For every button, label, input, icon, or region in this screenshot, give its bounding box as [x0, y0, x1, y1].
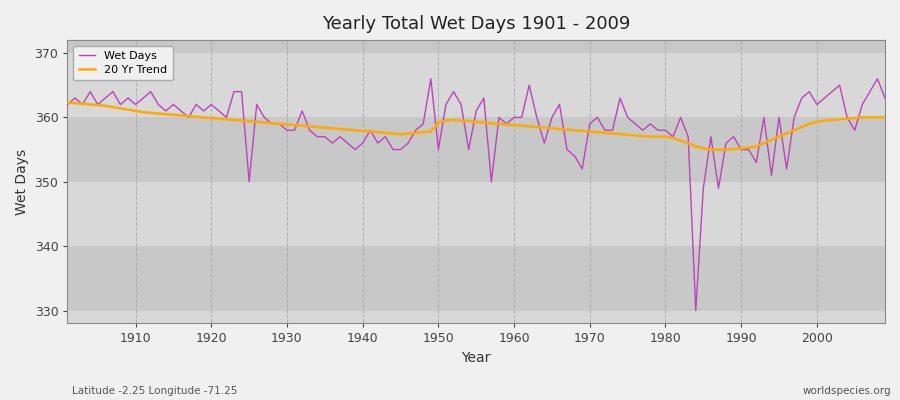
Wet Days: [426, 76, 436, 81]
X-axis label: Year: Year: [462, 351, 490, 365]
Wet Days: [517, 115, 527, 120]
Wet Days: [122, 96, 133, 100]
Text: worldspecies.org: worldspecies.org: [803, 386, 891, 396]
Wet Days: [508, 115, 519, 120]
Title: Yearly Total Wet Days 1901 - 2009: Yearly Total Wet Days 1901 - 2009: [322, 15, 630, 33]
20 Yr Trend: [289, 123, 300, 128]
Wet Days: [289, 128, 300, 133]
Bar: [68, 117, 885, 182]
20 Yr Trend: [122, 107, 133, 112]
Wet Days: [608, 128, 618, 133]
20 Yr Trend: [599, 130, 610, 135]
Line: 20 Yr Trend: 20 Yr Trend: [68, 102, 885, 150]
Wet Days: [690, 308, 701, 313]
20 Yr Trend: [501, 122, 512, 127]
20 Yr Trend: [335, 126, 346, 131]
Legend: Wet Days, 20 Yr Trend: Wet Days, 20 Yr Trend: [73, 46, 173, 80]
Wet Days: [879, 96, 890, 100]
Bar: [68, 40, 885, 53]
Wet Days: [62, 102, 73, 107]
20 Yr Trend: [508, 123, 519, 128]
Bar: [68, 246, 885, 310]
Y-axis label: Wet Days: Wet Days: [15, 149, 29, 215]
20 Yr Trend: [879, 115, 890, 120]
Text: Latitude -2.25 Longitude -71.25: Latitude -2.25 Longitude -71.25: [72, 386, 238, 396]
Wet Days: [335, 134, 346, 139]
20 Yr Trend: [706, 147, 716, 152]
Bar: [68, 182, 885, 246]
20 Yr Trend: [62, 100, 73, 105]
Line: Wet Days: Wet Days: [68, 79, 885, 310]
Bar: [68, 53, 885, 117]
Bar: [68, 310, 885, 324]
